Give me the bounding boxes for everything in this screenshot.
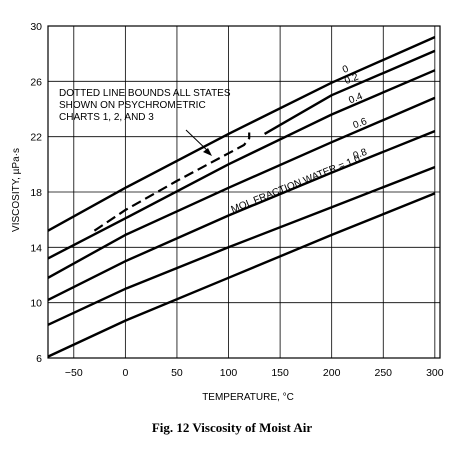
y-tick-label: 14 (30, 242, 42, 254)
annotation-leader (185, 129, 211, 154)
boundary-path (93, 132, 251, 232)
annotation-line-1: DOTTED LINE BOUNDS ALL STATES (59, 88, 231, 99)
curve-lowest (47, 192, 436, 358)
curve-label: 0 (341, 64, 351, 76)
grid (48, 25, 440, 359)
y-tick-label: 18 (30, 187, 42, 199)
y-tick-label: 6 (36, 353, 42, 365)
curves (47, 36, 436, 358)
figure-caption: Fig. 12 Viscosity of Moist Air (151, 420, 313, 435)
curve-label: 0.2 (343, 71, 360, 87)
curve-0 (47, 36, 436, 232)
x-tick-label: 0 (122, 367, 128, 379)
curve-label: 0.6 (352, 116, 369, 131)
boundary-dashed-line (93, 132, 251, 232)
curve-0-6 (47, 96, 436, 279)
annotation-line-3: CHARTS 1, 2, AND 3 (59, 112, 154, 123)
curve-1-0 (47, 165, 436, 326)
curve-label: 0.4 (347, 91, 364, 107)
x-tick-label: 150 (271, 367, 289, 379)
plot-frame (47, 25, 441, 359)
curve-label: MOL FRACTION WATER = 1.0 (230, 154, 363, 216)
curve-0-2 (264, 49, 436, 135)
x-axis-title: TEMPERATURE, °C (202, 392, 294, 403)
x-tick-label: 250 (374, 367, 392, 379)
y-tick-label: 10 (30, 298, 42, 310)
x-tick-label: 50 (171, 367, 183, 379)
x-tick-label: 100 (220, 367, 238, 379)
tick-labels: −50 0 50 100 150 200 250 300 6 10 14 18 22 26 30 (30, 21, 443, 379)
annotation-arrowhead (203, 148, 212, 156)
y-tick-label: 22 (30, 132, 42, 144)
annotation: DOTTED LINE BOUNDS ALL STATES SHOWN ON P… (59, 88, 231, 156)
annotation-line-2: SHOWN ON PSYCHROMETRIC (59, 100, 206, 111)
x-tick-label: 200 (323, 367, 341, 379)
curve-label: 0.8 (352, 147, 369, 162)
y-tick-label: 30 (30, 21, 42, 33)
x-tick-label: −50 (65, 367, 83, 379)
y-axis-title: VISCOSITY, µPa·s (11, 148, 22, 232)
y-tick-label: 26 (30, 76, 42, 88)
x-tick-label: 300 (426, 367, 444, 379)
curve-0-8 (47, 129, 436, 301)
curve-0-4 (47, 69, 436, 260)
